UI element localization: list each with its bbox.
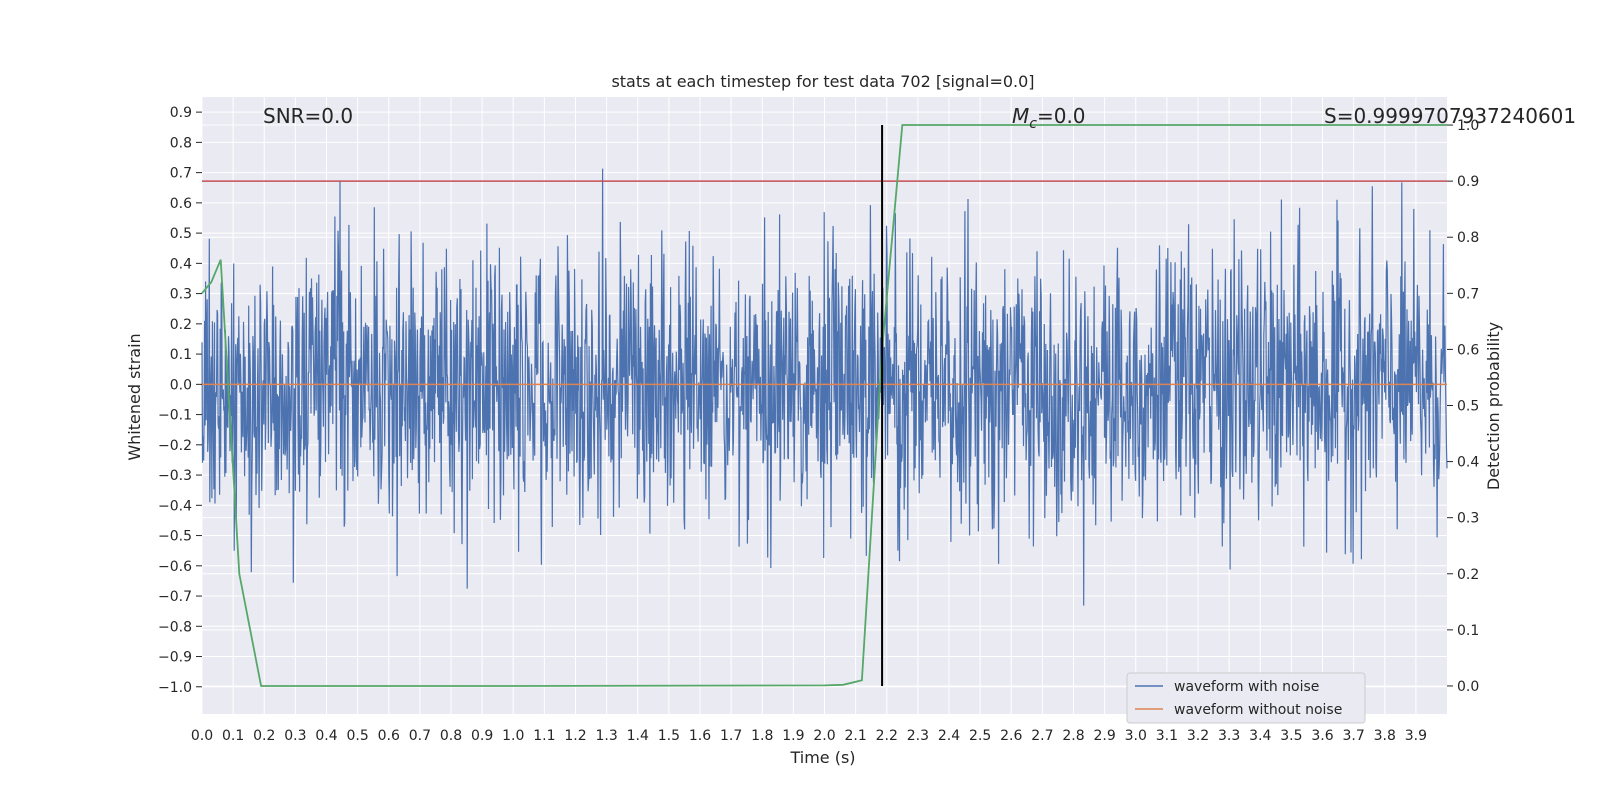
- x-tick-label: 1.0: [502, 728, 524, 744]
- x-tick-label: 0.1: [222, 728, 244, 744]
- y-tick-label: −1.0: [158, 680, 192, 696]
- x-tick-label: 3.0: [1125, 728, 1147, 744]
- y-tick-label: 0.9: [170, 105, 192, 121]
- x-tick-label: 3.2: [1187, 728, 1209, 744]
- y-tick-label: 0.1: [170, 347, 192, 363]
- x-tick-label: 2.2: [876, 728, 898, 744]
- x-tick-label: 1.8: [751, 728, 773, 744]
- snr-annotation: SNR=0.0: [263, 104, 353, 128]
- x-tick-label: 2.7: [1031, 728, 1053, 744]
- y-tick-label: −0.6: [158, 559, 192, 575]
- x-axis-ticks: 0.0 0.1 0.2 0.3 0.4 0.5 0.6 0.7 0.8 0.9 1.0 1.1 1.2 1…: [191, 728, 1427, 744]
- y2-tick-label: 0.6: [1457, 342, 1479, 358]
- y-tick-label: 0.5: [170, 226, 192, 242]
- x-tick-label: 2.9: [1093, 728, 1115, 744]
- x-tick-label: 2.8: [1062, 728, 1084, 744]
- y2-tick-label: 0.8: [1457, 230, 1479, 246]
- x-tick-label: 0.5: [346, 728, 368, 744]
- x-tick-label: 3.5: [1280, 728, 1302, 744]
- x-tick-label: 1.7: [720, 728, 742, 744]
- x-tick-label: 3.8: [1374, 728, 1396, 744]
- x-tick-label: 0.0: [191, 728, 213, 744]
- x-tick-label: 0.3: [284, 728, 306, 744]
- y2-axis-label: Detection probability: [1484, 322, 1503, 490]
- y2-tick-label: 0.4: [1457, 455, 1479, 471]
- noise-waveform-path: [201, 168, 1448, 606]
- y2-tick-label: 0.2: [1457, 567, 1479, 583]
- legend-label-waveform-without-noise: waveform without noise: [1174, 702, 1342, 718]
- x-tick-label: 2.1: [844, 728, 866, 744]
- y-tick-label: −0.9: [158, 650, 192, 666]
- y-tick-label: 0.7: [170, 166, 192, 182]
- x-tick-label: 0.2: [253, 728, 275, 744]
- y2-axis-ticks: 1.0 0.9 0.8 0.7 0.6 0.5 0.4 0.3 0.2 0.1 0.0: [1447, 118, 1479, 695]
- chirp-mass-subscript: c: [1029, 116, 1037, 132]
- y-tick-label: 0.6: [170, 196, 192, 212]
- x-tick-label: 2.3: [907, 728, 929, 744]
- x-tick-label: 1.2: [564, 728, 586, 744]
- x-tick-label: 1.5: [658, 728, 680, 744]
- chirp-mass-symbol: M: [1012, 104, 1029, 128]
- y-axis-ticks: 0.9 0.8 0.7 0.6 0.5 0.4 0.3 0.2 0.1 0.0 −0.1 −0.2 −0…: [158, 105, 202, 696]
- x-tick-label: 3.6: [1311, 728, 1333, 744]
- y-tick-label: −0.4: [158, 498, 192, 514]
- y-tick-label: 0.2: [170, 317, 192, 333]
- y2-tick-label: 0.9: [1457, 174, 1479, 190]
- x-tick-label: 2.5: [969, 728, 991, 744]
- y-tick-label: −0.3: [158, 468, 192, 484]
- series-waveform-with-noise: [201, 168, 1448, 606]
- x-tick-label: 2.4: [938, 728, 960, 744]
- y-tick-label: 0.3: [170, 287, 192, 303]
- x-tick-label: 0.8: [440, 728, 462, 744]
- x-tick-label: 0.4: [315, 728, 337, 744]
- x-tick-label: 2.6: [1000, 728, 1022, 744]
- x-tick-label: 0.9: [471, 728, 493, 744]
- y-tick-label: −0.2: [158, 438, 192, 454]
- x-tick-label: 1.6: [689, 728, 711, 744]
- y2-tick-label: 0.5: [1457, 399, 1479, 415]
- x-tick-label: 3.1: [1156, 728, 1178, 744]
- x-tick-label: 1.1: [533, 728, 555, 744]
- chirp-mass-annotation: Mc=0.0: [1012, 104, 1086, 132]
- legend: waveform with noise waveform without noi…: [1126, 672, 1366, 724]
- y-tick-label: −0.7: [158, 589, 192, 605]
- x-axis-label: Time (s): [789, 748, 855, 767]
- y2-tick-label: 1.0: [1457, 118, 1479, 134]
- x-tick-label: 2.0: [813, 728, 835, 744]
- y2-tick-label: 0.1: [1457, 623, 1479, 639]
- y-tick-label: −0.5: [158, 529, 192, 545]
- x-tick-label: 3.4: [1249, 728, 1271, 744]
- y-axis-label: Whitened strain: [125, 333, 144, 460]
- chirp-mass-value: =0.0: [1037, 104, 1086, 128]
- score-annotation: S=0.9999707937240601: [1324, 104, 1576, 128]
- x-tick-label: 3.9: [1405, 728, 1427, 744]
- legend-label-waveform-with-noise: waveform with noise: [1174, 679, 1319, 695]
- x-tick-label: 3.7: [1342, 728, 1364, 744]
- legend-box: [1126, 672, 1366, 724]
- y-tick-label: −0.8: [158, 619, 192, 635]
- y-tick-label: 0.8: [170, 135, 192, 151]
- x-tick-label: 0.6: [378, 728, 400, 744]
- y2-tick-label: 0.0: [1457, 679, 1479, 695]
- x-tick-label: 1.4: [627, 728, 649, 744]
- x-tick-label: 1.3: [595, 728, 617, 744]
- x-tick-label: 1.9: [782, 728, 804, 744]
- y-tick-label: −0.1: [158, 408, 192, 424]
- y-tick-label: 0.4: [170, 256, 192, 272]
- x-tick-label: 3.3: [1218, 728, 1240, 744]
- y2-tick-label: 0.3: [1457, 511, 1479, 527]
- chart-title: stats at each timestep for test data 702…: [611, 72, 1034, 91]
- y2-tick-label: 0.7: [1457, 286, 1479, 302]
- y-tick-label: 0.0: [170, 377, 192, 393]
- x-tick-label: 0.7: [409, 728, 431, 744]
